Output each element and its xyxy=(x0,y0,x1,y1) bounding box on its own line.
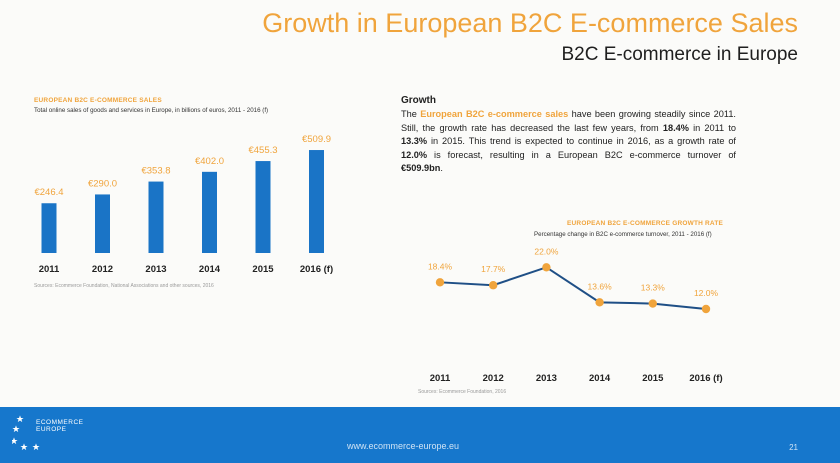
page-title: Growth in European B2C E-commerce Sales xyxy=(262,8,798,38)
footer-url[interactable]: www.ecommerce-europe.eu xyxy=(347,441,460,451)
bar-data-label: €455.3 xyxy=(248,145,277,156)
bar-data-label: €290.0 xyxy=(88,178,117,189)
growth-paragraph: The European B2C e-commerce sales have b… xyxy=(401,109,736,174)
bar-2014 xyxy=(202,171,217,253)
bar-2013 xyxy=(148,181,164,253)
logo-text: ECOMMERCE EUROPE xyxy=(36,419,84,433)
line-x-tick-label: 2016 (f) xyxy=(689,373,722,384)
growth-highlight: European B2C e-commerce sales xyxy=(420,109,569,119)
growth-data-label: 18.4% xyxy=(428,261,453,271)
bar-2012 xyxy=(95,194,110,253)
growth-data-label: 22.0% xyxy=(534,246,559,256)
bar-data-label: €246.4 xyxy=(34,187,63,198)
bar-chart-source: Sources: Ecommerce Foundation, National … xyxy=(34,283,214,289)
line-x-tick-label: 2013 xyxy=(536,373,557,384)
line-x-tick-label: 2015 xyxy=(642,373,664,384)
bar-x-tick-label: 2014 xyxy=(199,264,221,275)
bar-x-tick-label: 2011 xyxy=(39,264,60,275)
footer-bar: ECOMMERCE EUROPE www.ecommerce-europe.eu… xyxy=(0,407,840,463)
bar-2011 xyxy=(41,203,57,253)
bar-data-label: €353.8 xyxy=(141,166,170,177)
bar-2016 (f) xyxy=(309,150,324,253)
line-x-tick-label: 2011 xyxy=(430,373,451,384)
line-x-tick-label: 2014 xyxy=(589,373,611,384)
growth-point-2014 xyxy=(595,298,604,307)
bar-2015 xyxy=(255,161,271,253)
growth-data-label: 13.6% xyxy=(588,281,613,291)
growth-rate-line xyxy=(439,266,707,310)
bar-x-tick-label: 2015 xyxy=(252,264,274,275)
growth-point-2012 xyxy=(489,281,498,290)
growth-point-2015 xyxy=(648,299,657,308)
growth-point-2016 (f) xyxy=(701,304,711,314)
page-subtitle: B2C E-commerce in Europe xyxy=(561,44,798,65)
bar-chart-title: EUROPEAN B2C E-COMMERCE SALES xyxy=(34,97,162,104)
bar-chart-subtitle: Total online sales of goods and services… xyxy=(34,107,269,114)
bar-data-label: €402.0 xyxy=(195,156,224,167)
line-x-tick-label: 2012 xyxy=(483,373,504,384)
bar-x-tick-label: 2013 xyxy=(145,264,166,275)
line-chart-subtitle: Percentage change in B2C e-commerce turn… xyxy=(534,231,712,238)
growth-data-label: 13.3% xyxy=(641,283,666,293)
growth-point-2013 xyxy=(542,263,551,272)
page-number: 21 xyxy=(789,443,798,452)
line-chart-source: Sources: Ecommerce Foundation, 2016 xyxy=(418,389,507,395)
bar-data-label: €509.9 xyxy=(302,134,331,145)
line-chart-title: EUROPEAN B2C E-COMMERCE GROWTH RATE xyxy=(567,220,724,227)
bar-x-tick-label: 2012 xyxy=(92,264,113,275)
bar-x-tick-label: 2016 (f) xyxy=(300,264,333,275)
growth-section: Growth The European B2C e-commerce sales… xyxy=(401,95,736,176)
growth-heading: Growth xyxy=(401,95,436,106)
ecommerce-europe-logo-icon xyxy=(12,415,40,451)
growth-data-label: 17.7% xyxy=(481,264,506,274)
growth-data-label: 12.0% xyxy=(694,288,719,298)
growth-point-2011 xyxy=(435,278,445,287)
